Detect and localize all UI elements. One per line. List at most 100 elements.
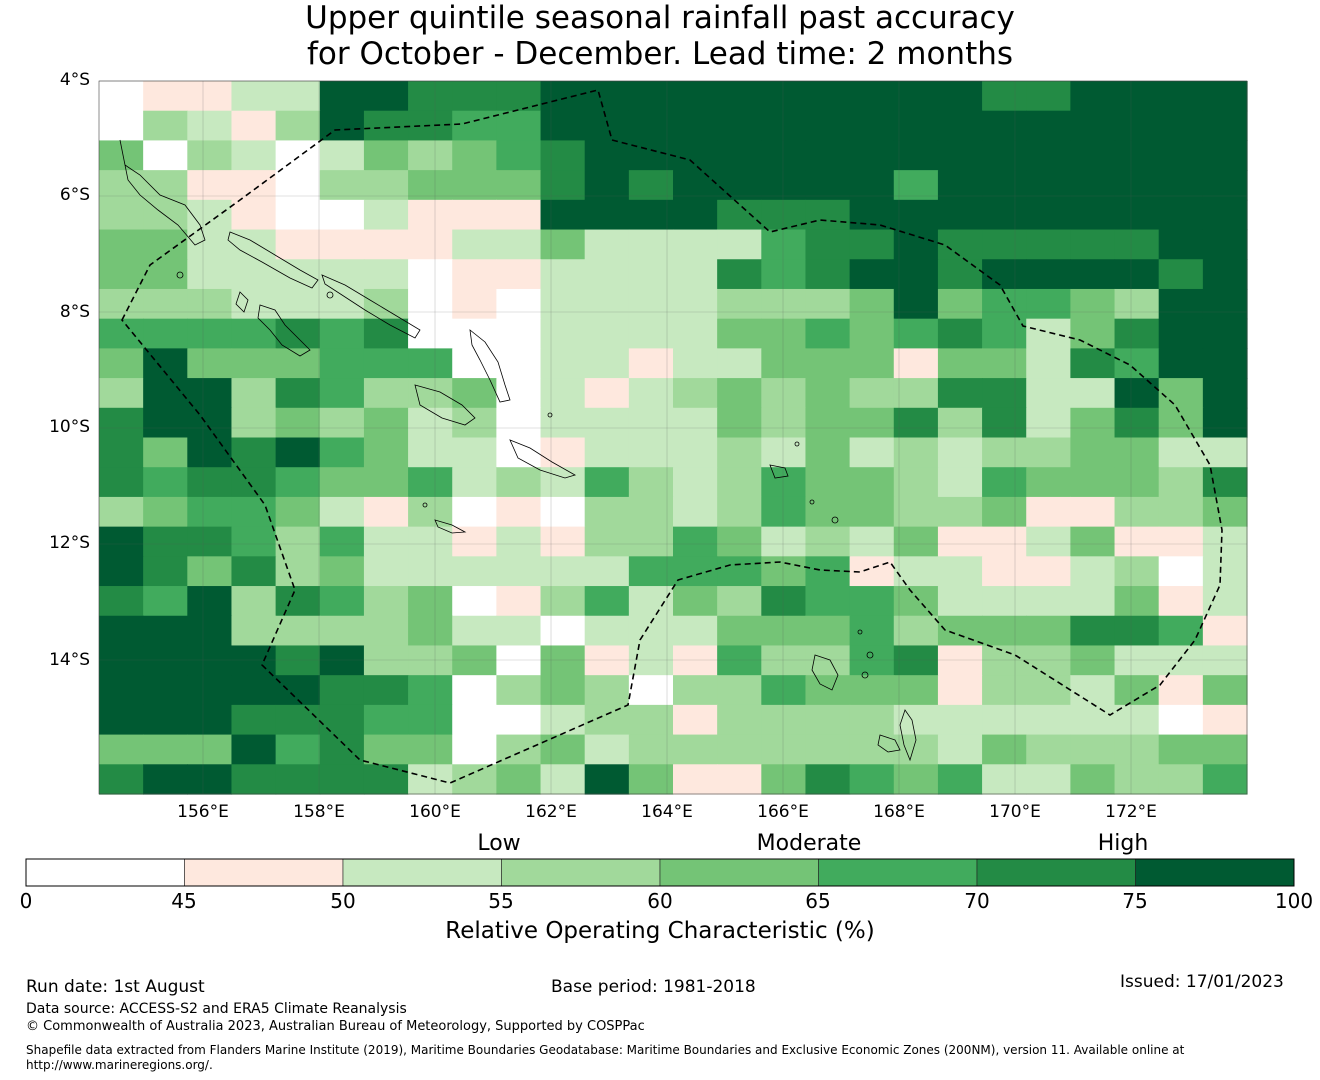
grid-cell xyxy=(319,81,365,112)
grid-cell xyxy=(496,764,542,795)
grid-cell xyxy=(717,199,762,231)
grid-cell xyxy=(496,526,542,557)
grid-cell xyxy=(231,437,277,468)
grid-cell xyxy=(496,556,542,587)
colorbar-label: Relative Operating Characteristic (%) xyxy=(445,918,875,944)
grid-cell xyxy=(673,81,718,112)
grid-cell xyxy=(452,229,497,260)
grid-cell xyxy=(893,556,939,587)
tick-label: 45 xyxy=(171,889,197,913)
grid-cell xyxy=(319,615,365,647)
grid-cell xyxy=(231,704,277,736)
grid-cell xyxy=(1114,407,1160,439)
grid-cell xyxy=(982,704,1027,736)
grid-cell xyxy=(628,170,674,201)
grid-cell xyxy=(1070,764,1116,795)
coastline-islet xyxy=(326,291,334,299)
grid-cell xyxy=(1070,437,1116,468)
grid-cell xyxy=(584,526,630,557)
grid-cell xyxy=(452,259,497,290)
grid-cell xyxy=(717,675,762,706)
coastline-islet xyxy=(866,651,874,659)
grid-cell xyxy=(143,378,188,409)
grid-cell xyxy=(584,734,630,765)
grid-cell xyxy=(1114,467,1160,498)
grid-cell xyxy=(187,704,233,736)
coastline-choiseul xyxy=(227,231,319,289)
grid-cell xyxy=(408,556,453,587)
grid-cell xyxy=(187,467,233,498)
grid-cell xyxy=(849,229,895,260)
grid-cell xyxy=(99,675,144,706)
grid-cell xyxy=(1026,229,1071,260)
grid-cell xyxy=(1158,288,1204,320)
grid-cell xyxy=(99,704,144,736)
coastline-islet xyxy=(809,499,815,505)
grid-cell xyxy=(540,259,586,290)
grid-cell xyxy=(319,378,365,409)
grid-cell xyxy=(1114,734,1160,765)
grid-cell xyxy=(937,675,983,706)
grid-cell xyxy=(761,348,807,379)
coastline-malekula xyxy=(877,734,901,753)
grid-cell xyxy=(540,675,586,706)
grid-cell xyxy=(1114,348,1160,379)
grid-cell xyxy=(99,615,144,647)
grid-cell xyxy=(1070,645,1116,676)
grid-cell xyxy=(363,675,409,706)
grid-cell xyxy=(584,675,630,706)
grid-cell xyxy=(1114,110,1160,142)
grid-cell xyxy=(982,526,1027,557)
grid-cell xyxy=(893,140,939,171)
grid-cell xyxy=(849,140,895,171)
grid-cell xyxy=(1026,348,1071,379)
grid-cell xyxy=(408,734,453,765)
grid-cell xyxy=(937,348,983,379)
grid-cell xyxy=(496,378,542,409)
grid-cell xyxy=(805,378,851,409)
grid-cell xyxy=(540,288,586,320)
grid-cell xyxy=(496,645,542,676)
grid-cell xyxy=(761,615,807,647)
grid-cell xyxy=(275,645,321,676)
grid-cell xyxy=(584,496,630,528)
grid-cell xyxy=(1114,81,1160,112)
category-low: Low xyxy=(477,831,521,856)
coastline-efate xyxy=(899,709,917,762)
grid-cell xyxy=(717,318,762,349)
grid-cell xyxy=(893,348,939,379)
tick-label: 50 xyxy=(330,889,356,913)
lat-label: 12°S xyxy=(49,533,90,553)
grid-cell xyxy=(628,81,674,112)
grid-cell xyxy=(584,645,630,676)
grid-cell xyxy=(143,199,188,231)
title-line-1: Upper quintile seasonal rainfall past ac… xyxy=(305,0,1015,36)
grid-cell xyxy=(408,229,453,260)
grid-cell xyxy=(584,764,630,795)
grid-cell xyxy=(1114,496,1160,528)
grid-cell xyxy=(1026,526,1071,557)
grid-cell xyxy=(319,318,365,349)
grid-cell xyxy=(1114,704,1160,736)
grid-cell xyxy=(187,734,233,765)
grid-cell xyxy=(143,110,188,142)
grid-cell xyxy=(319,140,365,171)
grid-cell xyxy=(805,318,851,349)
grid-cell xyxy=(1070,288,1116,320)
colorbar-swatch xyxy=(818,858,978,887)
grid-cell xyxy=(849,288,895,320)
grid-cell xyxy=(673,734,718,765)
lon-label: 156°E xyxy=(177,802,229,822)
grid-cell xyxy=(717,645,762,676)
grid-cell xyxy=(496,437,542,468)
grid-cell xyxy=(849,348,895,379)
grid-cell xyxy=(143,615,188,647)
coastline-new-georgia-west xyxy=(235,291,249,313)
grid-cell xyxy=(143,734,188,765)
coastline-malaita xyxy=(469,329,511,403)
grid-cell xyxy=(717,586,762,617)
data-source: Data source: ACCESS-S2 and ERA5 Climate … xyxy=(26,1001,407,1017)
grid-cell xyxy=(143,704,188,736)
grid-cell xyxy=(673,407,718,439)
grid-cell xyxy=(1202,764,1248,795)
